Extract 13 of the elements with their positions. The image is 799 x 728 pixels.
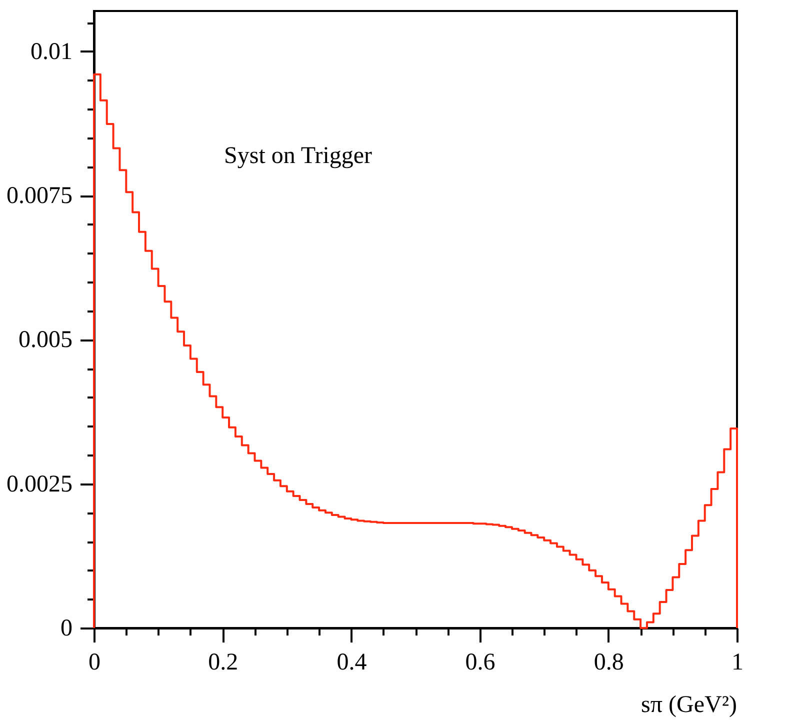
annotation: Syst on Trigger — [224, 143, 372, 169]
y-tick-label: 0.0025 — [6, 471, 72, 498]
x-tick-label: 0.6 — [465, 650, 496, 676]
y-tick-label: 0.005 — [18, 327, 72, 354]
x-tick-label: 0.2 — [208, 650, 238, 676]
y-tick-label: 0.01 — [30, 38, 72, 65]
y-tick-label: 0.0075 — [6, 183, 72, 210]
x-axis-title: sπ (GeV²) — [641, 692, 737, 718]
x-tick-label: 0.4 — [336, 650, 367, 676]
y-tick-label: 0 — [60, 616, 72, 642]
x-tick-label: 1 — [732, 650, 744, 676]
x-tick-label: 0.8 — [594, 650, 624, 676]
x-tick-label: 0 — [88, 650, 100, 676]
